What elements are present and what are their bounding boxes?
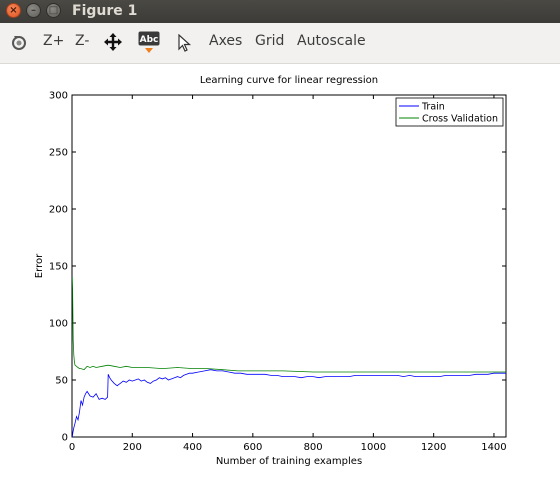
learning-curve-chart: Learning curve for linear regression Num…: [0, 64, 560, 483]
y-axis-label: Error: [34, 253, 45, 278]
y-tick-label: 100: [49, 319, 68, 330]
x-axis-label: Number of training examples: [216, 456, 362, 467]
window-titlebar: × – □ Figure 1: [0, 0, 560, 23]
grid-button[interactable]: Grid: [255, 33, 284, 49]
figure-toolbar: Z+ Z- Abc Axes Grid Autoscale: [0, 23, 560, 64]
x-tick-label: 0: [69, 442, 75, 453]
x-tick-label: 200: [123, 442, 142, 453]
plot-area: [72, 95, 506, 437]
x-tick-label: 400: [183, 442, 202, 453]
x-tick-label: 1200: [421, 442, 446, 453]
zoom-in-button[interactable]: Z+: [43, 33, 64, 49]
y-tick-label: 200: [49, 205, 68, 216]
close-window-button[interactable]: ×: [6, 3, 21, 18]
window-title: Figure 1: [72, 3, 137, 19]
x-tick-label: 600: [243, 442, 262, 453]
autoscale-button[interactable]: Autoscale: [297, 33, 366, 49]
legend-entry: Train: [421, 102, 445, 113]
rotate-icon[interactable]: [10, 32, 28, 52]
maximize-window-button[interactable]: □: [46, 3, 61, 18]
figure-canvas: Learning curve for linear regression Num…: [0, 64, 560, 483]
y-tick-label: 150: [49, 262, 68, 273]
chart-title: Learning curve for linear regression: [200, 75, 378, 86]
y-tick-label: 250: [49, 148, 68, 159]
zoom-out-button[interactable]: Z-: [75, 33, 89, 49]
minimize-window-button[interactable]: –: [26, 3, 41, 18]
axes-button[interactable]: Axes: [209, 33, 242, 49]
text-annotation-button[interactable]: Abc: [138, 31, 160, 55]
pan-arrows-icon[interactable]: [103, 32, 123, 52]
maximize-icon: □: [49, 5, 58, 16]
y-tick-label: 0: [62, 433, 68, 444]
x-tick-label: 1000: [361, 442, 386, 453]
legend-entry: Cross Validation: [422, 114, 498, 125]
y-tick-label: 300: [49, 91, 68, 102]
y-tick-label: 50: [55, 376, 68, 387]
close-icon: ×: [9, 5, 17, 16]
text-tool-label: Abc: [140, 35, 159, 45]
x-tick-label: 1400: [481, 442, 506, 453]
x-tick-label: 800: [304, 442, 323, 453]
minimize-icon: –: [31, 5, 36, 16]
pointer-icon[interactable]: [178, 34, 192, 52]
